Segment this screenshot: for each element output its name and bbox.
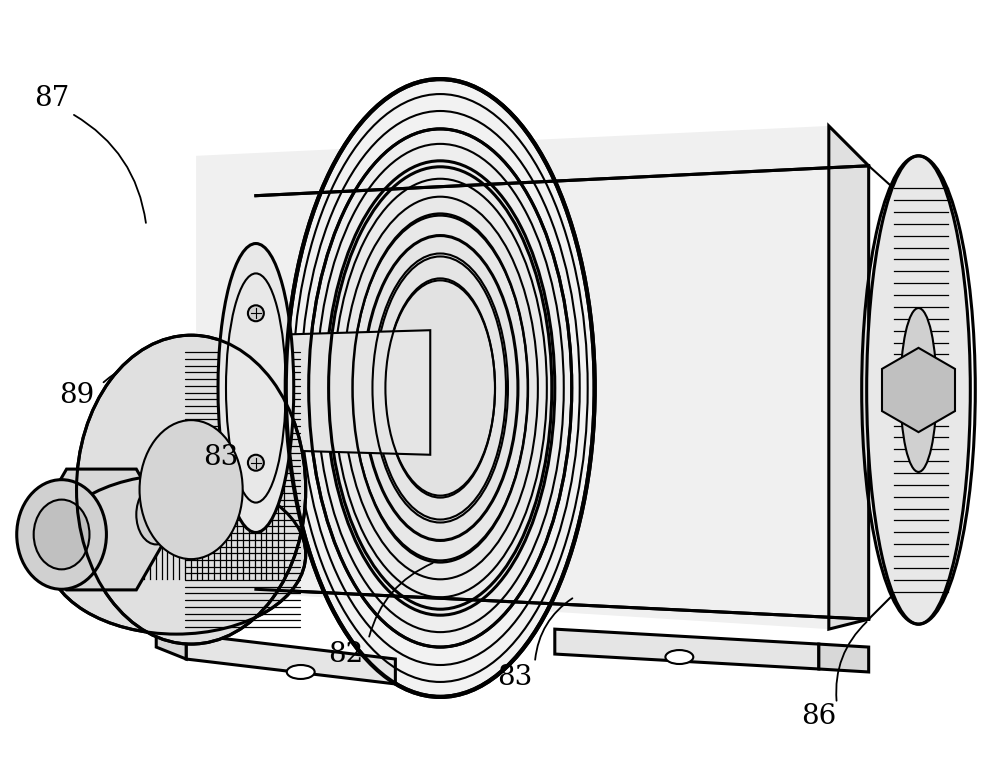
Ellipse shape: [77, 335, 306, 644]
Ellipse shape: [309, 129, 572, 647]
Text: 83: 83: [203, 444, 239, 471]
Text: 87: 87: [34, 85, 69, 112]
Ellipse shape: [867, 156, 970, 624]
Ellipse shape: [17, 480, 106, 589]
Polygon shape: [819, 644, 869, 672]
Ellipse shape: [665, 650, 693, 664]
Polygon shape: [555, 629, 819, 669]
Ellipse shape: [218, 244, 294, 532]
Text: 86: 86: [801, 703, 836, 730]
Ellipse shape: [287, 665, 315, 679]
Ellipse shape: [286, 79, 595, 697]
Ellipse shape: [34, 500, 89, 570]
Ellipse shape: [136, 485, 176, 545]
Polygon shape: [156, 622, 186, 659]
Text: 89: 89: [59, 383, 94, 409]
Ellipse shape: [362, 236, 518, 540]
Polygon shape: [196, 126, 869, 629]
Ellipse shape: [385, 279, 495, 497]
Ellipse shape: [248, 305, 264, 321]
Polygon shape: [186, 634, 395, 684]
Ellipse shape: [47, 475, 306, 634]
Ellipse shape: [248, 455, 264, 471]
Ellipse shape: [343, 196, 538, 580]
Text: 82: 82: [328, 641, 363, 668]
Ellipse shape: [140, 420, 243, 559]
Text: 83: 83: [497, 664, 533, 691]
Ellipse shape: [326, 161, 555, 615]
Polygon shape: [829, 126, 869, 629]
Ellipse shape: [900, 308, 937, 472]
Polygon shape: [261, 331, 430, 455]
